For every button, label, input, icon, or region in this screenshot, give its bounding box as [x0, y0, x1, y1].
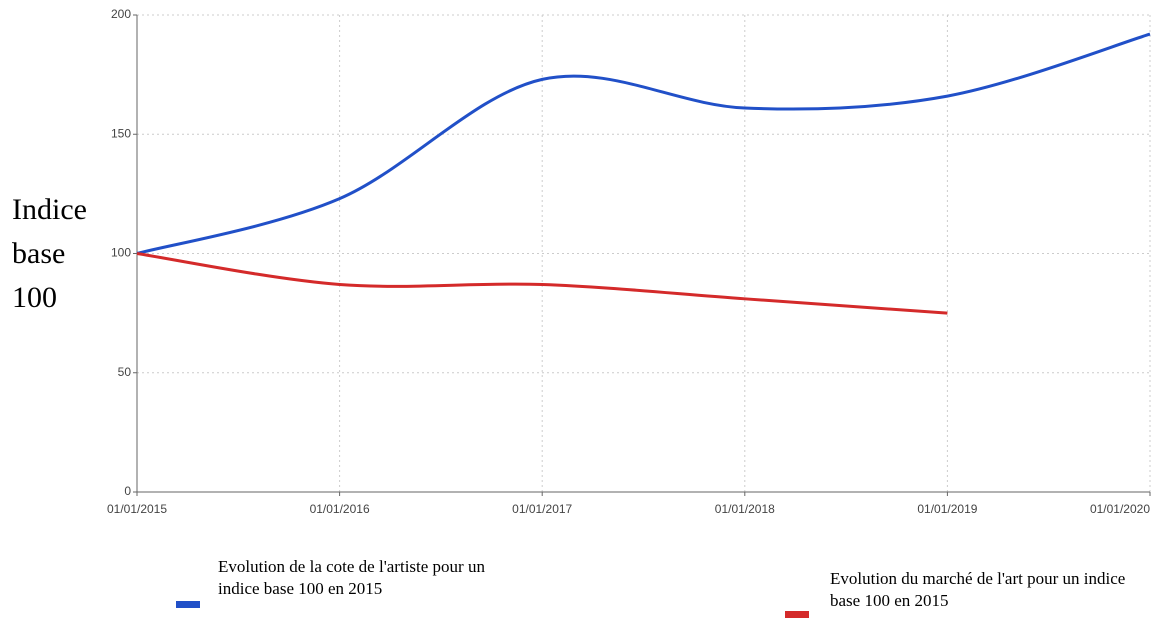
- x-tick-label: 01/01/2015: [107, 502, 167, 516]
- series-line: [136, 252, 948, 315]
- y-tick-label: 200: [111, 7, 131, 21]
- x-tick-label: 01/01/2019: [917, 502, 977, 516]
- legend-label: Evolution de la cote de l'artiste pour u…: [218, 557, 485, 598]
- y-tick-label: 150: [111, 126, 131, 140]
- y-tick-label: 50: [118, 365, 132, 379]
- x-tick-label: 01/01/2017: [512, 502, 572, 516]
- legend-swatch: [176, 601, 200, 608]
- x-tick-label: 01/01/2018: [715, 502, 775, 516]
- y-axis-label: Indice base 100: [12, 193, 87, 314]
- y-tick-label: 100: [111, 246, 131, 260]
- series-line: [136, 32, 1151, 255]
- x-tick-label: 01/01/2016: [310, 502, 370, 516]
- y-tick-label: 0: [124, 484, 131, 498]
- legend-swatch: [785, 611, 809, 618]
- x-tick-label: 01/01/2020: [1090, 502, 1150, 516]
- legend-label: Evolution du marché de l'art pour un ind…: [830, 569, 1126, 610]
